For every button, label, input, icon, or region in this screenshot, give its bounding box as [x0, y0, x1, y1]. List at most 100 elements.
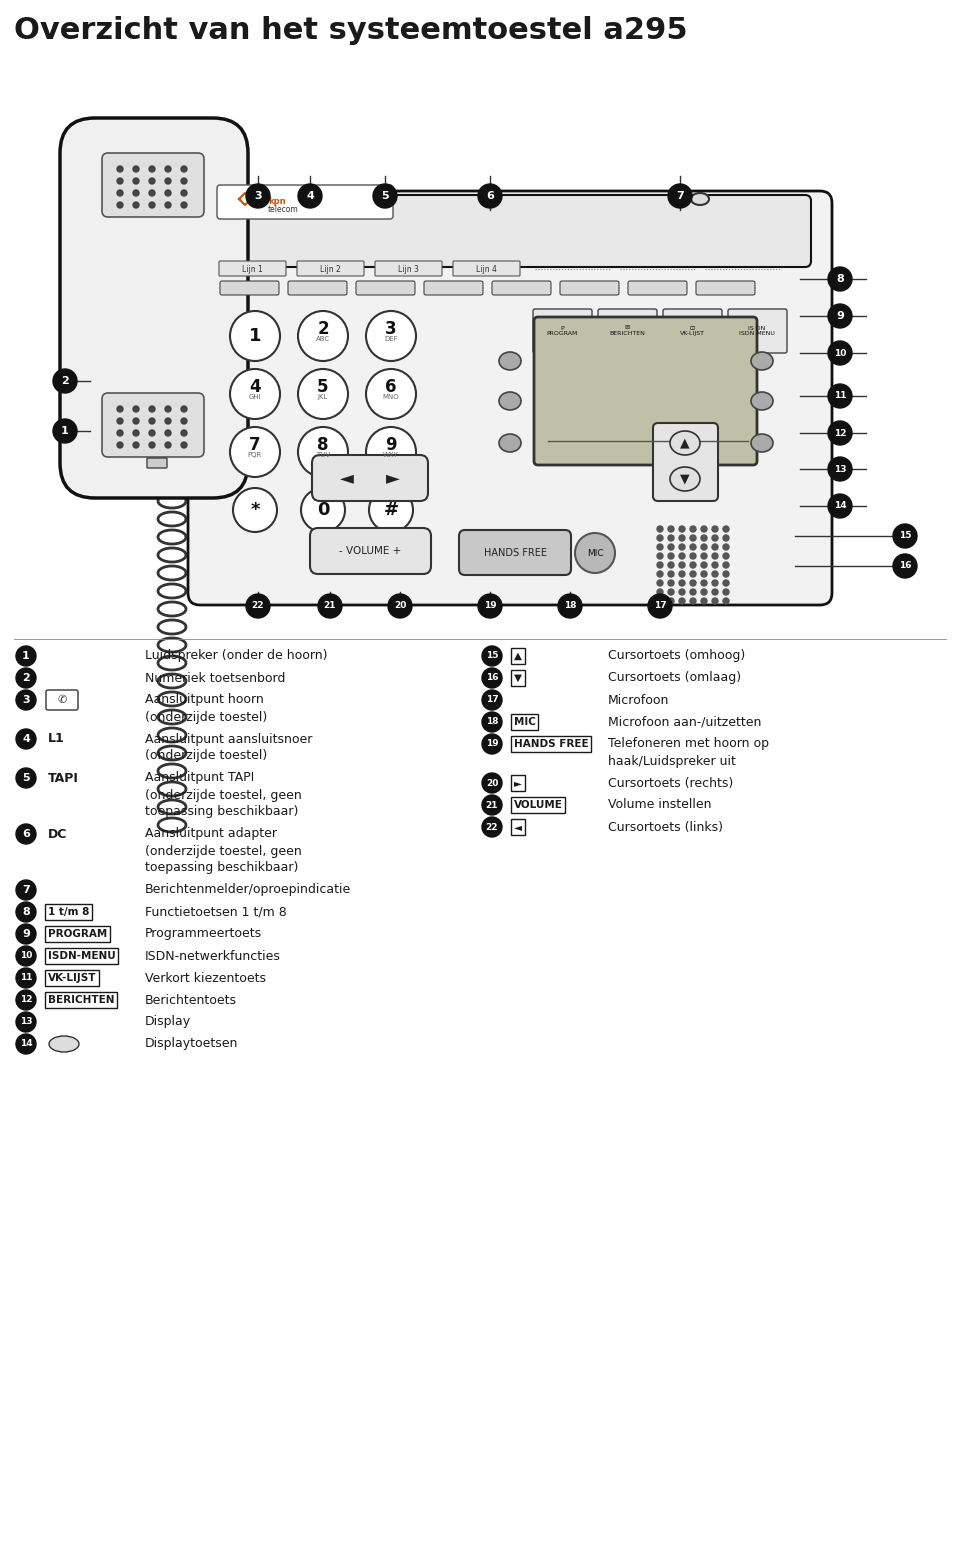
- Text: 8: 8: [836, 275, 844, 284]
- Circle shape: [668, 571, 674, 577]
- Ellipse shape: [670, 467, 700, 492]
- Text: ▼: ▼: [681, 473, 690, 485]
- Circle shape: [828, 385, 852, 408]
- Circle shape: [482, 796, 502, 814]
- Circle shape: [149, 430, 155, 436]
- Circle shape: [149, 442, 155, 448]
- Circle shape: [690, 561, 696, 568]
- FancyBboxPatch shape: [533, 309, 592, 354]
- FancyBboxPatch shape: [147, 458, 167, 468]
- Circle shape: [369, 489, 413, 532]
- Circle shape: [165, 166, 171, 172]
- Circle shape: [149, 419, 155, 423]
- Ellipse shape: [499, 352, 521, 371]
- Circle shape: [133, 406, 139, 413]
- Text: Numeriek toetsenbord: Numeriek toetsenbord: [145, 672, 285, 684]
- Circle shape: [712, 535, 718, 541]
- Text: 14: 14: [833, 501, 847, 510]
- Circle shape: [181, 178, 187, 185]
- Circle shape: [723, 554, 729, 558]
- Circle shape: [133, 419, 139, 423]
- FancyBboxPatch shape: [209, 195, 811, 267]
- Text: Programmeertoets: Programmeertoets: [145, 927, 262, 940]
- Circle shape: [575, 534, 615, 572]
- FancyBboxPatch shape: [492, 281, 551, 295]
- Circle shape: [723, 599, 729, 603]
- Text: 12: 12: [20, 996, 33, 1005]
- Circle shape: [828, 304, 852, 327]
- Text: toepassing beschikbaar): toepassing beschikbaar): [145, 861, 299, 875]
- Text: PQR: PQR: [248, 451, 262, 458]
- Circle shape: [117, 406, 123, 413]
- Text: Display: Display: [145, 1016, 191, 1028]
- Text: 1: 1: [22, 651, 30, 661]
- Circle shape: [657, 535, 663, 541]
- Circle shape: [701, 580, 707, 586]
- Circle shape: [723, 580, 729, 586]
- Text: Lijn 2: Lijn 2: [320, 265, 341, 273]
- Circle shape: [246, 185, 270, 208]
- Text: 11: 11: [833, 391, 847, 400]
- Text: (onderzijde toestel, geen: (onderzijde toestel, geen: [145, 844, 301, 858]
- Text: Displaytoetsen: Displaytoetsen: [145, 1038, 238, 1050]
- Text: 21: 21: [486, 800, 498, 810]
- Text: Cursortoets (rechts): Cursortoets (rechts): [608, 777, 733, 789]
- Circle shape: [246, 594, 270, 617]
- Text: toepassing beschikbaar): toepassing beschikbaar): [145, 805, 299, 819]
- Text: 2: 2: [22, 673, 30, 682]
- Text: 10: 10: [834, 349, 846, 357]
- Text: Aansluitpunt hoorn: Aansluitpunt hoorn: [145, 693, 264, 707]
- Text: WXY: WXY: [383, 451, 399, 458]
- Circle shape: [117, 191, 123, 195]
- Circle shape: [723, 526, 729, 532]
- Ellipse shape: [751, 434, 773, 451]
- Circle shape: [16, 903, 36, 921]
- Circle shape: [690, 526, 696, 532]
- Text: 17: 17: [486, 695, 498, 704]
- Circle shape: [657, 599, 663, 603]
- FancyBboxPatch shape: [60, 118, 248, 498]
- Circle shape: [16, 824, 36, 844]
- Text: Lijn 4: Lijn 4: [475, 265, 496, 273]
- Circle shape: [679, 554, 685, 558]
- Circle shape: [181, 430, 187, 436]
- Circle shape: [690, 571, 696, 577]
- Circle shape: [165, 419, 171, 423]
- Circle shape: [828, 420, 852, 445]
- Circle shape: [301, 489, 345, 532]
- Text: PROGRAM: PROGRAM: [48, 929, 108, 938]
- Circle shape: [723, 589, 729, 596]
- Text: Cursortoets (omlaag): Cursortoets (omlaag): [608, 672, 741, 684]
- Circle shape: [712, 526, 718, 532]
- Circle shape: [657, 544, 663, 551]
- Text: ✆: ✆: [58, 695, 66, 706]
- Circle shape: [16, 924, 36, 945]
- Text: Verkort kiezentoets: Verkort kiezentoets: [145, 971, 266, 985]
- Circle shape: [16, 647, 36, 665]
- Text: 5: 5: [381, 191, 389, 202]
- FancyBboxPatch shape: [453, 261, 520, 276]
- Circle shape: [16, 946, 36, 966]
- Circle shape: [668, 526, 674, 532]
- Text: 21: 21: [324, 602, 336, 611]
- Circle shape: [828, 495, 852, 518]
- Circle shape: [366, 312, 416, 361]
- Circle shape: [701, 544, 707, 551]
- Circle shape: [679, 571, 685, 577]
- Text: Microfoon: Microfoon: [608, 693, 669, 707]
- Text: ◄: ◄: [340, 468, 354, 487]
- Text: 20: 20: [486, 779, 498, 788]
- Circle shape: [133, 202, 139, 208]
- Text: 18: 18: [564, 602, 576, 611]
- Circle shape: [181, 406, 187, 413]
- Text: Volume instellen: Volume instellen: [608, 799, 711, 811]
- Circle shape: [701, 535, 707, 541]
- Circle shape: [712, 589, 718, 596]
- Text: 2: 2: [61, 375, 69, 386]
- Circle shape: [181, 419, 187, 423]
- Text: ▼: ▼: [514, 673, 522, 682]
- Circle shape: [149, 178, 155, 185]
- Circle shape: [16, 690, 36, 710]
- Circle shape: [230, 427, 280, 478]
- Text: kpn: kpn: [268, 197, 286, 206]
